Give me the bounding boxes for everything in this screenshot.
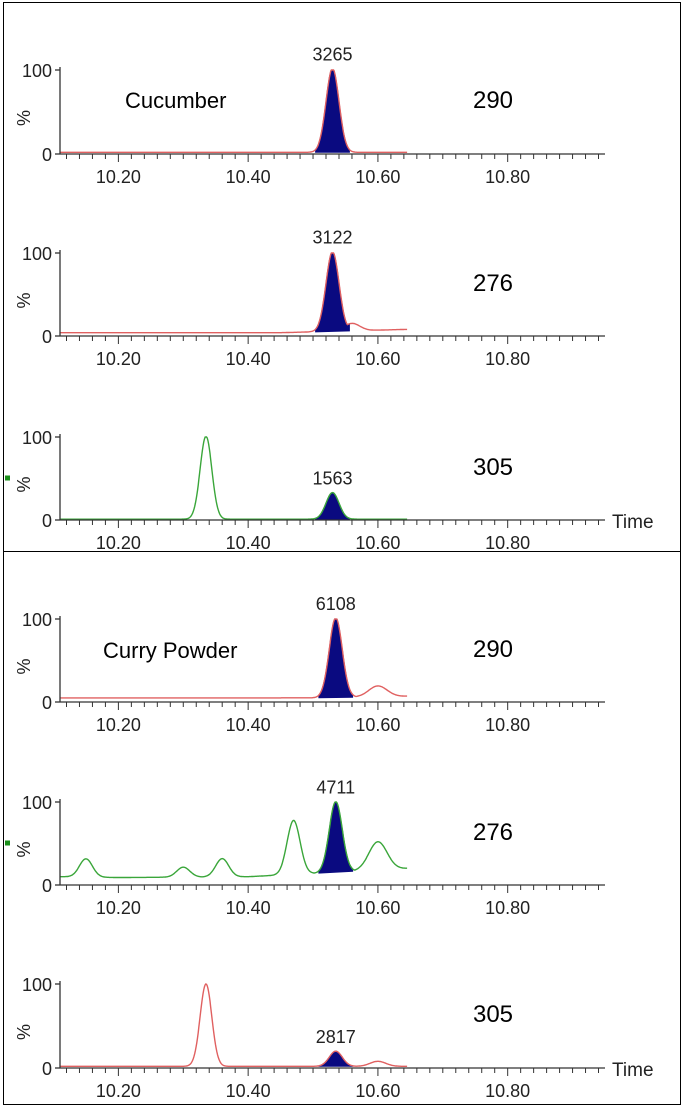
mz-label-5: 305 <box>473 1001 513 1028</box>
cucumber-panel <box>3 2 681 552</box>
y-tick-label-0-2: 0 <box>42 511 52 531</box>
trace-line-5 <box>60 983 408 1067</box>
x-tick-label-4-2: 10.60 <box>355 898 400 918</box>
y-tick-label-100-5: 100 <box>22 975 52 995</box>
trace-marker-2 <box>5 475 10 481</box>
peak-label-4: 4711 <box>316 778 355 798</box>
filled-peak-0-0 <box>315 69 350 153</box>
x-tick-label-2-0: 10.20 <box>96 533 141 553</box>
x-tick-label-5-3: 10.80 <box>485 1081 530 1101</box>
mz-label-4: 276 <box>473 819 513 846</box>
sample-label-3: Curry Powder <box>103 638 237 663</box>
trace-marker-4 <box>5 840 10 846</box>
sample-label-0: Cucumber <box>125 88 226 113</box>
x-tick-label-4-3: 10.80 <box>485 898 530 918</box>
x-tick-label-0-1: 10.40 <box>226 167 271 187</box>
y-tick-label-0-3: 0 <box>42 693 52 713</box>
y-axis-label-1: % <box>14 292 34 308</box>
peak-label-3: 6108 <box>316 594 356 614</box>
filled-peak-3-0 <box>318 618 354 699</box>
trace-line-2 <box>60 436 408 520</box>
y-axis-label-5: % <box>14 1024 34 1040</box>
trace-line-0 <box>60 69 408 153</box>
x-tick-label-4-0: 10.20 <box>96 898 141 918</box>
y-axis-label-2: % <box>14 476 34 492</box>
x-tick-label-5-0: 10.20 <box>96 1081 141 1101</box>
y-tick-label-0-1: 0 <box>42 327 52 347</box>
x-tick-label-1-0: 10.20 <box>96 349 141 369</box>
mz-label-2: 305 <box>473 454 513 481</box>
x-tick-label-3-2: 10.60 <box>355 715 400 735</box>
x-tick-label-1-3: 10.80 <box>485 349 530 369</box>
x-tick-label-1-1: 10.40 <box>226 349 271 369</box>
x-tick-label-0-2: 10.60 <box>355 167 400 187</box>
y-tick-label-100-1: 100 <box>22 244 52 264</box>
peak-label-1: 3122 <box>312 228 352 248</box>
x-tick-label-2-1: 10.40 <box>226 533 271 553</box>
peak-label-5: 2817 <box>316 1027 356 1047</box>
y-axis-label-3: % <box>14 658 34 674</box>
x-tick-label-5-2: 10.60 <box>355 1081 400 1101</box>
y-tick-label-100-0: 100 <box>22 61 52 81</box>
trace-line-4 <box>60 801 408 879</box>
trace-line-1 <box>60 252 408 334</box>
filled-peak-1-0 <box>315 252 350 333</box>
y-axis-label-4: % <box>14 841 34 857</box>
x-tick-label-4-1: 10.40 <box>226 898 271 918</box>
filled-peak-4-4 <box>318 801 354 874</box>
y-tick-label-0-4: 0 <box>42 876 52 896</box>
y-axis-label-0: % <box>14 110 34 126</box>
y-tick-label-0-0: 0 <box>42 145 52 165</box>
x-tick-label-0-0: 10.20 <box>96 167 141 187</box>
mz-label-0: 290 <box>473 87 513 114</box>
x-tick-label-3-3: 10.80 <box>485 715 530 735</box>
x-tick-label-2-3: 10.80 <box>485 533 530 553</box>
x-tick-label-3-1: 10.40 <box>226 715 271 735</box>
x-tick-label-1-2: 10.60 <box>355 349 400 369</box>
mz-label-3: 290 <box>473 636 513 663</box>
x-tick-label-3-0: 10.20 <box>96 715 141 735</box>
mz-label-1: 276 <box>473 270 513 297</box>
x-axis-title-2: Time <box>612 512 654 533</box>
y-tick-label-0-5: 0 <box>42 1059 52 1079</box>
x-tick-label-0-3: 10.80 <box>485 167 530 187</box>
y-tick-label-100-4: 100 <box>22 793 52 813</box>
x-tick-label-2-2: 10.60 <box>355 533 400 553</box>
x-tick-label-5-1: 10.40 <box>226 1081 271 1101</box>
y-tick-label-100-2: 100 <box>22 428 52 448</box>
peak-label-0: 3265 <box>312 44 352 64</box>
trace-line-3 <box>60 618 408 699</box>
x-axis-title-5: Time <box>612 1060 654 1081</box>
peak-label-2: 1563 <box>312 469 352 489</box>
y-tick-label-100-3: 100 <box>22 610 52 630</box>
